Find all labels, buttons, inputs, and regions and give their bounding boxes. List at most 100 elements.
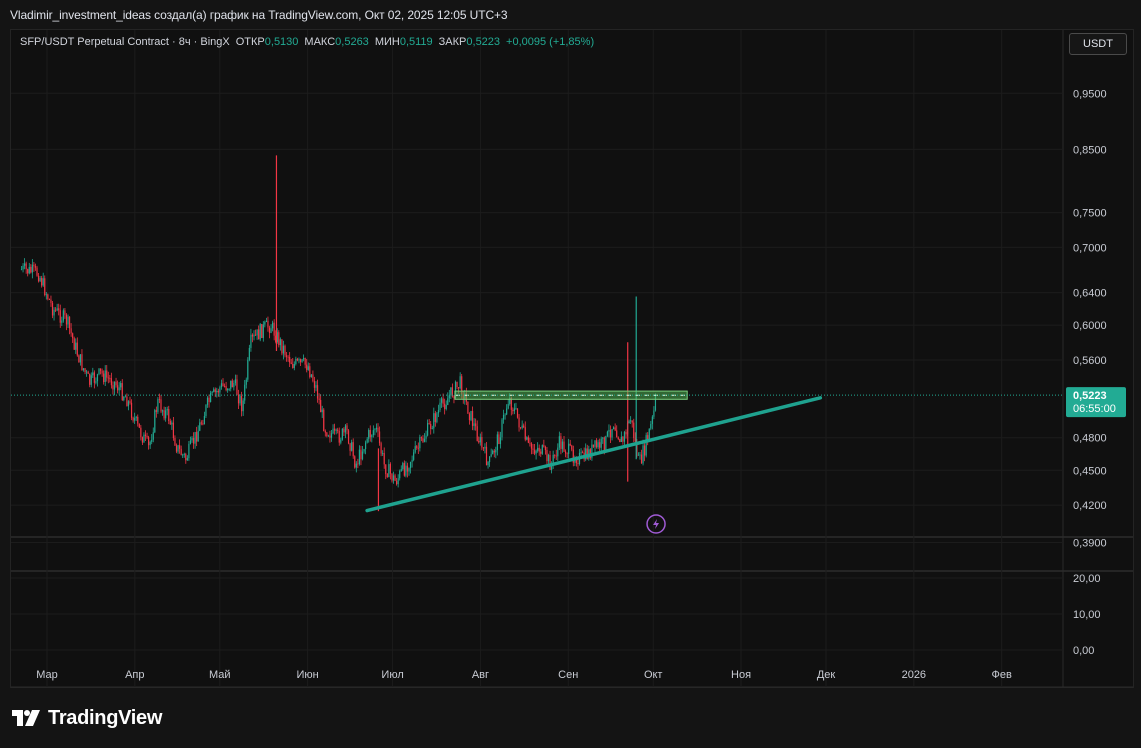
candle-body	[625, 432, 627, 435]
symbol-label[interactable]: SFP/USDT Perpetual Contract · 8ч · BingX	[20, 36, 230, 48]
candle-body	[400, 469, 402, 472]
candle-body	[603, 437, 605, 451]
candle-body	[371, 435, 373, 438]
candle-body	[606, 431, 609, 437]
candle-body	[555, 455, 557, 457]
candle-body	[185, 454, 187, 461]
candle-body	[268, 327, 271, 333]
candle-body	[279, 339, 281, 346]
candle-body	[112, 385, 114, 390]
candle-body	[611, 429, 613, 438]
candle-body	[558, 436, 560, 448]
candle-body	[183, 454, 185, 455]
candle-body	[343, 428, 345, 433]
candle-body	[312, 374, 314, 382]
candle-body	[42, 278, 44, 286]
candle-body	[259, 324, 261, 340]
candle-body	[316, 385, 319, 399]
currency-button[interactable]: USDT	[1069, 33, 1127, 55]
candle-body	[174, 438, 176, 446]
open-value: 0,5130	[264, 36, 299, 48]
candle-body	[98, 368, 100, 375]
x-tick-label: Сен	[558, 669, 578, 681]
candle-body	[233, 382, 235, 388]
candle-body	[332, 428, 334, 434]
volume-tick-label: 10,00	[1073, 609, 1101, 621]
candle-body	[123, 397, 125, 401]
candle-body	[571, 445, 573, 450]
candle-body	[39, 278, 41, 282]
candle-body	[489, 456, 491, 462]
candle-body	[262, 324, 264, 338]
candle-body	[330, 433, 333, 438]
candle-body	[431, 428, 433, 430]
candle-body	[478, 440, 480, 443]
x-tick-label: Июн	[296, 669, 318, 681]
lightning-icon	[646, 514, 666, 534]
candle-body	[368, 430, 370, 439]
candle-body	[335, 429, 337, 431]
candle-body	[538, 447, 540, 452]
candle-body	[148, 437, 150, 446]
candle-body	[512, 409, 514, 412]
candle-body	[168, 409, 170, 421]
high-value: 0,5263	[335, 36, 369, 48]
candle-body	[169, 420, 171, 425]
close-label: ЗАКР	[438, 36, 467, 48]
candle-body	[301, 359, 303, 362]
candle-body	[53, 309, 55, 316]
candle-body	[471, 411, 474, 426]
candle-body	[530, 443, 533, 449]
candle-body	[203, 415, 206, 425]
candle-body	[182, 454, 184, 456]
candles	[20, 155, 657, 512]
candle-body	[609, 429, 612, 438]
candle-body	[121, 383, 123, 401]
candle-body	[278, 332, 280, 346]
candle-body	[391, 473, 393, 481]
candle-body	[89, 373, 91, 385]
candle-body	[450, 387, 452, 396]
badge-price: 0,5223	[1073, 390, 1107, 402]
tradingview-logo-icon	[12, 710, 40, 726]
y-tick-label: 0,4200	[1073, 500, 1107, 512]
candle-body	[568, 443, 570, 454]
candle-body	[175, 445, 178, 452]
candle-body	[608, 429, 610, 432]
candle-body	[62, 310, 64, 321]
candle-body	[642, 445, 644, 464]
candle-body	[223, 386, 226, 387]
candle-body	[208, 397, 210, 402]
low-label: МИН	[374, 36, 400, 48]
candle-body	[313, 381, 316, 388]
candle-body	[289, 357, 291, 363]
candle-body	[461, 376, 463, 395]
candle-body	[206, 397, 209, 405]
candle-body	[96, 374, 99, 382]
candle-body	[520, 427, 522, 429]
candle-body	[644, 445, 646, 456]
candle-body	[481, 437, 483, 448]
candle-body	[510, 397, 512, 410]
candle-body	[165, 410, 167, 419]
candle-body	[241, 395, 243, 412]
support-trendline	[365, 396, 823, 513]
candle-body	[115, 381, 117, 386]
x-tick-label: Ноя	[731, 669, 751, 681]
candle-body	[293, 363, 295, 368]
candle-body	[561, 441, 564, 449]
candle-body	[31, 264, 33, 273]
y-tick-label: 0,6400	[1073, 288, 1107, 300]
candle-body	[199, 422, 201, 431]
candle-body	[265, 320, 268, 323]
candle-body	[647, 435, 649, 440]
candle-body	[324, 431, 326, 433]
candle-body	[653, 410, 655, 417]
candle-body	[516, 408, 519, 418]
candle-body	[476, 426, 478, 441]
candle-body	[216, 390, 218, 393]
candle-body	[605, 436, 607, 451]
candle-body	[192, 438, 195, 444]
candle-body	[409, 462, 412, 469]
